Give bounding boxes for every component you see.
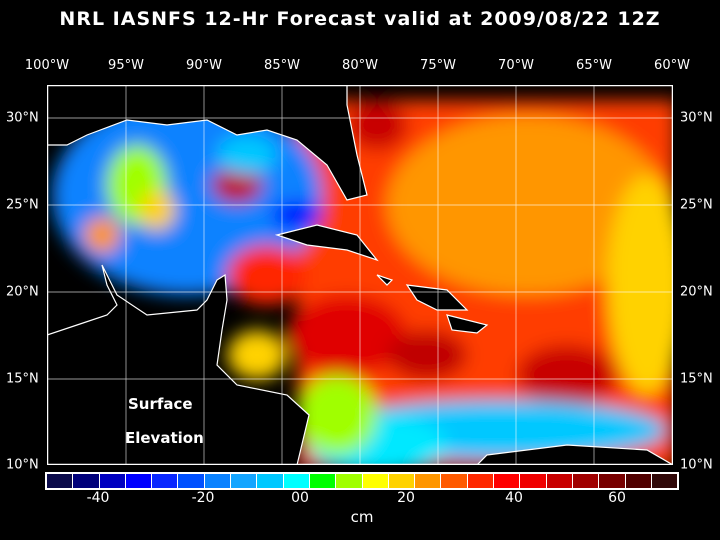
colorbar-swatch (257, 474, 283, 488)
lat-label: 30°N (680, 110, 713, 126)
lat-label: 10°N (680, 457, 713, 473)
colorbar-tick-label: 00 (291, 490, 309, 506)
lon-label: 85°W (264, 58, 300, 73)
colorbar-swatch (204, 474, 231, 488)
colorbar-swatch (388, 474, 415, 488)
colorbar-swatch (415, 474, 441, 488)
lon-label: 90°W (186, 58, 222, 73)
lon-label: 60°W (654, 58, 690, 73)
colorbar-swatch (546, 474, 572, 488)
lon-label: 70°W (498, 58, 534, 73)
colorbar-swatch (520, 474, 546, 488)
lat-label: 20°N (6, 284, 39, 300)
lat-label: 25°N (680, 197, 713, 213)
lat-label: 30°N (6, 110, 39, 126)
colorbar-swatch (494, 474, 520, 488)
colorbar-swatch (336, 474, 362, 488)
colorbar-swatch (572, 474, 599, 488)
sea-surface-elevation-map (47, 85, 673, 465)
colorbar-tick-label: -20 (191, 490, 215, 506)
map-title: NRL IASNFS 12-Hr Forecast valid at 2009/… (59, 8, 661, 30)
colorbar-swatch (73, 474, 99, 488)
colorbar-swatch (309, 474, 336, 488)
lat-label: 20°N (680, 284, 713, 300)
map-label-surface: Surface (128, 395, 193, 413)
colorbar-swatch (231, 474, 257, 488)
colorbar-swatch (125, 474, 152, 488)
colorbar-swatch (599, 474, 625, 488)
colorbar-swatch (467, 474, 494, 488)
colorbar-swatch (625, 474, 651, 488)
map-label-elevation: Elevation (125, 429, 204, 447)
lon-label: 75°W (420, 58, 456, 73)
colorbar-tick-label: 60 (608, 490, 626, 506)
colorbar-swatch (99, 474, 125, 488)
colorbar-tick-label: 40 (505, 490, 523, 506)
lat-label: 10°N (6, 457, 39, 473)
colorbar (45, 472, 680, 490)
colorbar-swatch (47, 474, 73, 488)
colorbar-tick-label: 20 (397, 490, 415, 506)
lat-label: 25°N (6, 197, 39, 213)
lon-label: 80°W (342, 58, 378, 73)
land-masses (47, 85, 673, 465)
colorbar-units: cm (350, 508, 374, 526)
colorbar-tick-label: -40 (86, 490, 110, 506)
colorbar-swatch (441, 474, 467, 488)
colorbar-swatch (283, 474, 309, 488)
lat-label: 15°N (6, 371, 39, 387)
lon-label: 100°W (24, 58, 70, 73)
lat-label: 15°N (680, 371, 713, 387)
lon-label: 65°W (576, 58, 612, 73)
colorbar-swatch (152, 474, 178, 488)
lon-label: 95°W (108, 58, 144, 73)
colorbar-swatch (362, 474, 388, 488)
colorbar-swatch (651, 474, 678, 488)
colorbar-swatch (178, 474, 204, 488)
elevation-field (52, 95, 673, 465)
